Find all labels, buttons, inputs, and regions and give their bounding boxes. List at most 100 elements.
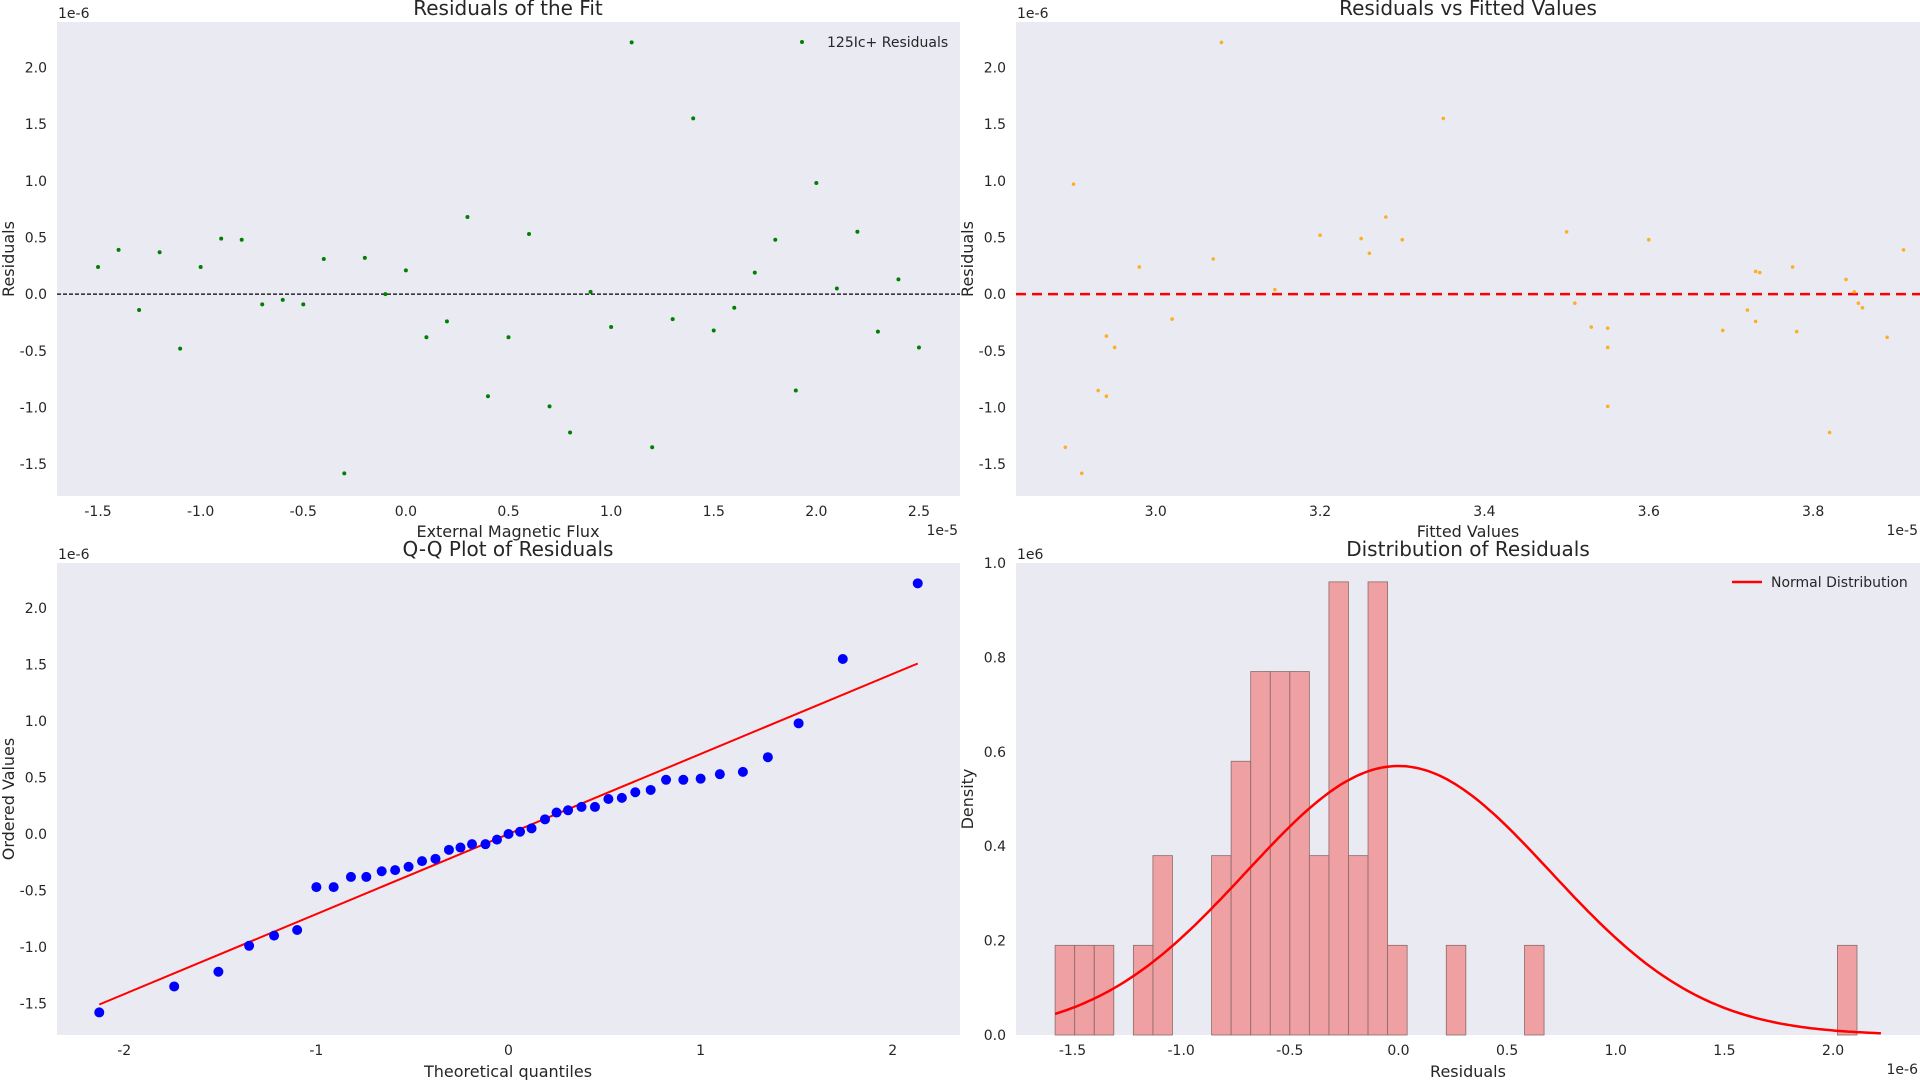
x-tick-label: 1.0 <box>600 504 622 520</box>
marks-layer <box>1054 581 1881 1036</box>
data-point <box>1885 335 1889 340</box>
data-point <box>376 866 387 877</box>
x-tick-label: -0.5 <box>290 504 317 520</box>
y-tick-label: 1.5 <box>25 117 47 133</box>
data-point <box>213 966 224 977</box>
data-point <box>1753 319 1758 324</box>
y-offset-label: 1e-6 <box>58 6 90 22</box>
chart-title: Distribution of Residuals <box>1346 537 1590 561</box>
data-point <box>515 826 526 837</box>
x-offset-label: 1e-5 <box>927 523 958 539</box>
x-tick-label: -1 <box>309 1043 323 1059</box>
y-tick-label: 0.0 <box>25 827 47 843</box>
data-point <box>1359 236 1363 241</box>
data-point <box>1384 215 1388 219</box>
data-point <box>301 302 306 307</box>
data-point <box>793 718 804 729</box>
y-tick-label: -1.5 <box>20 996 47 1012</box>
histogram-bar <box>1837 944 1858 1036</box>
data-point <box>485 394 490 399</box>
x-tick-label: -1.5 <box>1059 1043 1086 1059</box>
y-tick-label: 2.0 <box>25 601 47 617</box>
histogram-bar <box>1132 944 1154 1036</box>
data-point <box>1367 251 1372 256</box>
x-tick-label: 3.8 <box>1802 504 1824 520</box>
data-point <box>1720 328 1725 333</box>
data-point <box>361 871 372 882</box>
histogram-bar <box>1074 944 1095 1036</box>
data-point <box>260 302 265 307</box>
data-point <box>1096 388 1100 393</box>
x-tick-label: 1.5 <box>703 504 725 520</box>
data-point <box>269 930 280 941</box>
data-point <box>480 839 491 850</box>
data-point <box>503 829 514 840</box>
x-tick-label: 0.5 <box>1496 1043 1518 1059</box>
data-point <box>362 255 367 260</box>
data-point <box>342 471 347 476</box>
histogram-bar <box>1328 581 1349 1036</box>
data-point <box>328 882 339 893</box>
data-point <box>752 270 757 275</box>
data-point <box>855 229 860 234</box>
y-tick-label: 0.0 <box>984 287 1006 303</box>
data-point <box>137 308 142 313</box>
data-point <box>424 335 429 340</box>
data-point <box>417 856 428 867</box>
y-axis-label: Density <box>958 769 977 830</box>
x-tick-labels: -2 -1 0 1 2 <box>117 1043 897 1059</box>
data-point <box>526 823 537 834</box>
data-point <box>551 807 562 818</box>
data-point <box>773 237 778 242</box>
data-point <box>1794 329 1799 334</box>
data-point <box>1211 257 1216 261</box>
y-tick-labels: -1.5 -1.0 -0.5 0.0 0.5 1.0 1.5 2.0 <box>979 60 1006 473</box>
x-tick-labels: -1.5 -1.0 -0.5 0.0 0.5 1.0 1.5 2.0 2.5 <box>84 504 930 520</box>
legend: 125Ic+ Residuals <box>800 35 948 51</box>
data-point <box>875 329 880 334</box>
data-point <box>1605 326 1610 330</box>
data-point <box>1318 233 1322 237</box>
histogram-bar <box>1367 581 1388 1036</box>
data-point <box>540 814 551 825</box>
x-tick-label: -0.5 <box>1276 1043 1303 1059</box>
y-tick-label: 1.0 <box>984 556 1006 572</box>
data-point <box>1400 237 1405 242</box>
y-offset-label: 1e-6 <box>58 547 90 563</box>
data-point <box>1079 471 1084 476</box>
data-point <box>1852 290 1857 294</box>
data-point <box>837 653 848 664</box>
data-point <box>1860 305 1865 310</box>
y-tick-label: -0.5 <box>20 344 47 360</box>
x-tick-label: -1.5 <box>84 504 111 520</box>
data-point <box>403 861 414 872</box>
x-tick-label: -1.0 <box>1167 1043 1194 1059</box>
data-point <box>239 237 244 242</box>
data-point <box>1901 248 1906 252</box>
x-tick-label: 1 <box>696 1043 705 1059</box>
data-point <box>1647 237 1651 242</box>
panel-residual-distribution: -1.5 -1.0 -0.5 0.0 0.5 1.0 1.5 2.0 0.0 0.2 0.4 0.6… <box>958 537 1920 1080</box>
data-point <box>732 305 737 310</box>
x-tick-label: 3.2 <box>1309 504 1331 520</box>
data-point <box>714 769 725 780</box>
histogram-bar <box>1308 855 1330 1036</box>
y-tick-label: 0.5 <box>25 771 47 787</box>
data-point <box>1441 116 1446 121</box>
data-point <box>629 40 634 45</box>
legend-label: 125Ic+ Residuals <box>827 35 948 51</box>
marks-layer <box>1016 40 1920 476</box>
data-point <box>1273 287 1277 292</box>
x-tick-label: 0.0 <box>1387 1043 1409 1059</box>
data-point <box>491 834 502 845</box>
histogram-bar <box>1250 671 1271 1036</box>
data-point <box>455 842 466 853</box>
data-point <box>834 286 839 291</box>
x-tick-label: 1.0 <box>1605 1043 1627 1059</box>
data-point <box>630 787 641 798</box>
data-point <box>576 801 587 812</box>
chart-title: Residuals of the Fit <box>413 0 603 20</box>
data-point <box>1112 345 1117 350</box>
x-tick-label: 2.0 <box>1822 1043 1844 1059</box>
data-point <box>711 328 716 333</box>
